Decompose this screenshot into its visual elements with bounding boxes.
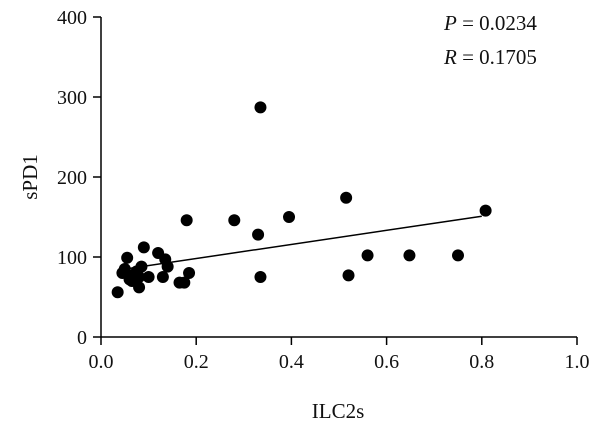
x-tick-label: 0.2 bbox=[184, 351, 209, 373]
data-point bbox=[137, 241, 150, 254]
data-point bbox=[252, 228, 265, 241]
trendline-group bbox=[119, 215, 482, 271]
y-tick-label: 300 bbox=[57, 87, 87, 109]
data-point bbox=[161, 260, 174, 273]
r-value-annotation: R = 0.1705 bbox=[443, 45, 537, 69]
data-point bbox=[121, 251, 134, 264]
regression-line bbox=[119, 215, 482, 271]
p-value: = 0.0234 bbox=[457, 11, 538, 35]
data-point bbox=[118, 263, 131, 275]
data-point bbox=[452, 249, 464, 262]
data-points bbox=[111, 101, 492, 299]
x-tick-label: 0.4 bbox=[279, 351, 304, 373]
r-value: = 0.1705 bbox=[457, 45, 537, 69]
y-tick-label: 100 bbox=[57, 247, 87, 269]
data-point bbox=[283, 211, 296, 223]
data-point bbox=[254, 101, 267, 114]
x-ticks: 0.0 0.2 0.4 0.6 0.8 1.0 bbox=[89, 337, 590, 373]
x-tick-label: 0.6 bbox=[374, 351, 399, 373]
data-point bbox=[342, 269, 355, 282]
data-point bbox=[361, 249, 374, 262]
data-point bbox=[180, 214, 193, 227]
data-point bbox=[178, 276, 191, 289]
data-point bbox=[254, 271, 267, 283]
y-ticks: 0 100 200 300 400 bbox=[57, 7, 101, 349]
y-tick-label: 200 bbox=[57, 167, 87, 189]
data-point bbox=[156, 271, 169, 283]
data-point bbox=[479, 204, 492, 217]
x-tick-label: 1.0 bbox=[565, 351, 590, 373]
x-tick-label: 0.0 bbox=[89, 351, 114, 373]
y-tick-label: 400 bbox=[57, 7, 87, 29]
p-symbol: P bbox=[443, 11, 457, 35]
p-value-annotation: P = 0.0234 bbox=[443, 11, 537, 35]
data-point bbox=[111, 286, 124, 299]
data-point bbox=[142, 271, 155, 283]
data-point bbox=[228, 214, 241, 227]
data-point bbox=[340, 191, 353, 204]
x-axis-label: ILC2s bbox=[312, 399, 365, 423]
data-point bbox=[183, 267, 196, 279]
data-point bbox=[133, 271, 146, 283]
y-axis-label: sPD1 bbox=[18, 154, 42, 200]
data-point bbox=[133, 281, 146, 294]
data-point bbox=[403, 249, 416, 262]
data-point bbox=[135, 260, 148, 273]
x-tick-label: 0.8 bbox=[469, 351, 494, 373]
y-tick-label: 0 bbox=[77, 327, 87, 349]
r-symbol: R bbox=[443, 45, 457, 69]
